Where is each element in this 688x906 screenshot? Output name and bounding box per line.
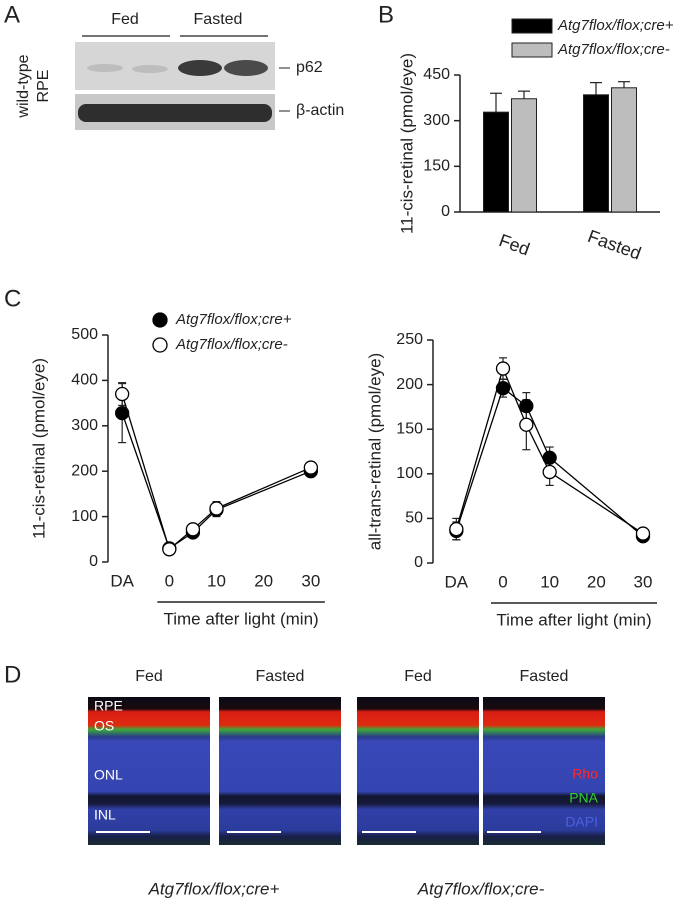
y-tick-label: 50	[405, 510, 423, 527]
y-axis-label: 11-cis-retinal (pmol/eye)	[397, 53, 416, 234]
x-tick-label: 20	[254, 571, 273, 590]
micrograph	[483, 697, 605, 845]
layer-label: INL	[94, 807, 116, 823]
column-label: Fed	[135, 668, 163, 685]
marker	[495, 361, 511, 376]
genotype-label: Atg7flox/flox;cre-	[417, 879, 545, 898]
bar	[583, 94, 609, 213]
legend-label: Atg7flox/flox;cre-	[557, 41, 670, 58]
marker	[185, 522, 201, 537]
x-tick-label: 10	[540, 572, 559, 591]
panel-label: A	[4, 1, 20, 28]
layer-label: RPE	[94, 698, 123, 714]
y-tick-label: 0	[414, 554, 423, 571]
panel-label: B	[378, 1, 394, 28]
x-axis-label: Time after light (min)	[496, 610, 651, 629]
blot-group: Fed	[111, 11, 139, 28]
marker	[542, 450, 557, 465]
x-tick-label: 30	[634, 572, 653, 591]
panel-label: D	[4, 661, 21, 688]
band-label: β-actin	[296, 102, 344, 119]
bar	[511, 98, 537, 213]
y-tick-label: 150	[396, 420, 423, 437]
blot-band	[132, 65, 168, 73]
x-tick-label: Fed	[496, 230, 532, 259]
stain-label: Rho	[572, 766, 598, 782]
x-tick-label: Fasted	[585, 226, 644, 264]
panel-label: C	[4, 285, 21, 312]
blot-band	[224, 60, 268, 76]
column-label: Fasted	[256, 668, 305, 685]
y-tick-label: 300	[71, 417, 98, 434]
genotype-label: Atg7flox/flox;cre+	[148, 879, 280, 898]
stain-label: PNA	[569, 790, 598, 806]
marker	[303, 460, 318, 475]
y-tick-label: 500	[71, 326, 98, 343]
blot-ylabel: RPE	[35, 70, 52, 103]
legend-swatch	[511, 42, 553, 58]
legend-swatch	[511, 18, 553, 34]
micrograph	[219, 697, 341, 845]
marker	[162, 542, 177, 557]
x-axis-label: Time after light (min)	[163, 609, 318, 628]
blot-band	[87, 64, 123, 72]
x-tick-label: DA	[445, 572, 469, 591]
y-tick-label: 150	[423, 158, 450, 175]
y-tick-label: 450	[423, 66, 450, 83]
y-tick-label: 0	[89, 553, 98, 570]
marker	[495, 381, 511, 396]
stain-label: DAPI	[565, 814, 598, 830]
y-tick-label: 200	[71, 462, 98, 479]
marker	[519, 398, 534, 414]
bar	[611, 87, 637, 213]
micrographs	[88, 697, 605, 845]
micrograph	[357, 697, 479, 845]
y-tick-label: 300	[423, 112, 450, 129]
blot-band	[178, 60, 222, 76]
y-tick-label: 0	[441, 203, 450, 220]
column-label: Fasted	[520, 668, 569, 685]
y-tick-label: 100	[71, 508, 98, 525]
y-tick-label: 200	[396, 376, 423, 393]
marker	[635, 526, 651, 541]
y-tick-label: 100	[396, 465, 423, 482]
marker	[542, 464, 557, 480]
legend-marker	[152, 312, 168, 328]
series-line	[121, 412, 312, 550]
marker	[115, 386, 130, 402]
marker	[519, 417, 534, 432]
y-axis-label: all-trans-retinal (pmol/eye)	[365, 353, 384, 550]
blot-group: Fasted	[194, 11, 243, 28]
layer-label: OS	[94, 718, 114, 734]
marker	[209, 501, 224, 516]
x-tick-label: 0	[165, 571, 174, 590]
series-line	[121, 393, 312, 551]
x-tick-label: 10	[207, 571, 226, 590]
legend-label: Atg7flox/flox;cre+	[175, 311, 292, 328]
y-axis-label: 11-cis-retinal (pmol/eye)	[29, 358, 48, 539]
x-tick-label: DA	[110, 571, 134, 590]
blot-ylabel: wild-type	[15, 54, 32, 118]
layer-label: ONL	[94, 767, 123, 783]
x-tick-label: 30	[301, 571, 320, 590]
x-tick-label: 20	[587, 572, 606, 591]
legend-label: Atg7flox/flox;cre-	[175, 336, 288, 353]
y-tick-label: 400	[71, 372, 98, 389]
x-tick-label: 0	[498, 572, 507, 591]
micrograph	[88, 697, 210, 845]
marker	[115, 405, 130, 421]
legend-marker	[152, 337, 168, 353]
blot-band	[78, 104, 272, 122]
band-label: p62	[296, 59, 323, 76]
y-tick-label: 250	[396, 331, 423, 348]
column-label: Fed	[404, 668, 432, 685]
marker	[449, 521, 464, 537]
legend-label: Atg7flox/flox;cre+	[557, 17, 674, 34]
bar	[483, 111, 509, 213]
